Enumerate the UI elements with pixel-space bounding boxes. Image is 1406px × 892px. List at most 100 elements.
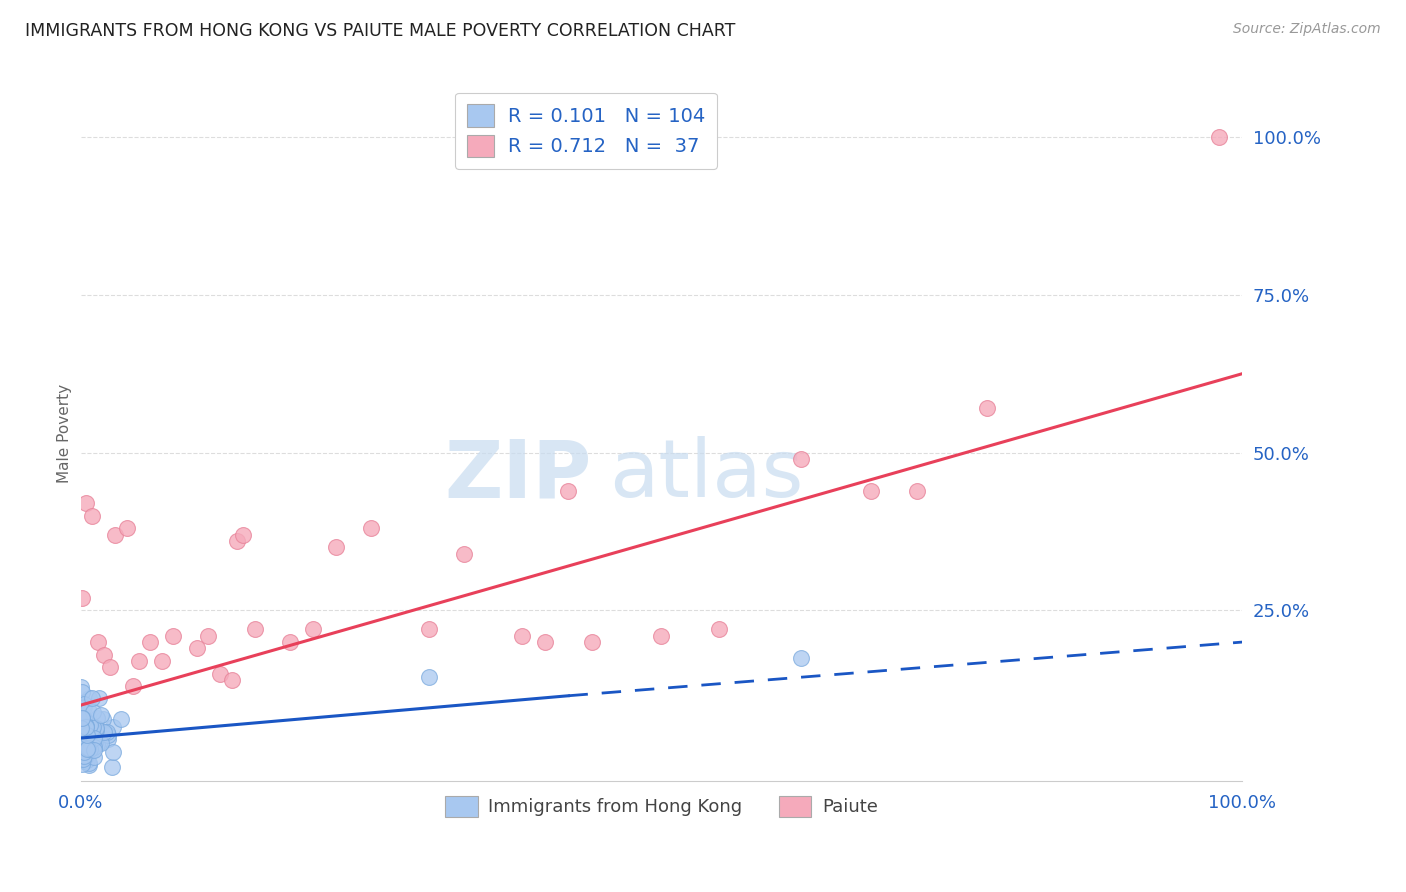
Point bbox=[70, 711, 93, 725]
Point bbox=[77, 742, 100, 756]
Point bbox=[70, 747, 93, 761]
Point bbox=[83, 734, 105, 748]
Point bbox=[76, 728, 98, 742]
Point bbox=[76, 715, 98, 730]
Point bbox=[110, 712, 132, 726]
Point bbox=[79, 742, 101, 756]
Point bbox=[70, 698, 93, 713]
Point bbox=[89, 736, 111, 750]
Point bbox=[790, 452, 813, 467]
Point bbox=[90, 736, 112, 750]
Point bbox=[83, 737, 105, 751]
Point bbox=[93, 648, 115, 662]
Point bbox=[76, 753, 98, 767]
Point bbox=[87, 635, 110, 649]
Point bbox=[82, 725, 104, 739]
Point bbox=[70, 591, 93, 605]
Point bbox=[128, 654, 150, 668]
Point bbox=[325, 541, 347, 555]
Point bbox=[101, 760, 124, 774]
Point bbox=[72, 723, 94, 737]
Point bbox=[557, 483, 579, 498]
Point bbox=[72, 733, 94, 747]
Point bbox=[98, 660, 121, 674]
Point bbox=[69, 716, 91, 731]
Point bbox=[70, 722, 93, 736]
Point bbox=[84, 721, 107, 735]
Point bbox=[70, 740, 93, 755]
Point bbox=[73, 749, 96, 764]
Point bbox=[302, 623, 325, 637]
Point bbox=[76, 702, 98, 716]
Point bbox=[73, 725, 96, 739]
Point bbox=[208, 666, 231, 681]
Point bbox=[79, 744, 101, 758]
Point bbox=[73, 731, 96, 745]
Point bbox=[86, 737, 108, 751]
Point bbox=[84, 727, 107, 741]
Point bbox=[72, 685, 94, 699]
Point bbox=[72, 717, 94, 731]
Point bbox=[91, 712, 114, 726]
Point bbox=[72, 717, 94, 731]
Point bbox=[82, 705, 104, 719]
Point bbox=[709, 623, 731, 637]
Point bbox=[70, 722, 93, 736]
Text: Source: ZipAtlas.com: Source: ZipAtlas.com bbox=[1233, 22, 1381, 37]
Point bbox=[82, 690, 104, 705]
Point bbox=[83, 743, 105, 757]
Point bbox=[418, 623, 440, 637]
Point bbox=[76, 742, 98, 756]
Point bbox=[70, 723, 93, 738]
Point bbox=[790, 651, 813, 665]
Point bbox=[115, 521, 138, 535]
Point bbox=[70, 757, 93, 772]
Point bbox=[77, 756, 100, 770]
Point bbox=[186, 641, 208, 656]
Point bbox=[70, 711, 93, 725]
Text: IMMIGRANTS FROM HONG KONG VS PAIUTE MALE POVERTY CORRELATION CHART: IMMIGRANTS FROM HONG KONG VS PAIUTE MALE… bbox=[25, 22, 735, 40]
Point bbox=[70, 723, 93, 737]
Point bbox=[73, 700, 96, 714]
Point bbox=[79, 717, 101, 731]
Point bbox=[82, 720, 104, 734]
Point bbox=[1208, 129, 1230, 144]
Point bbox=[72, 712, 94, 726]
Point bbox=[75, 719, 97, 733]
Point bbox=[76, 732, 98, 747]
Point bbox=[72, 732, 94, 747]
Point bbox=[73, 721, 96, 735]
Point bbox=[83, 731, 105, 746]
Point bbox=[73, 725, 96, 739]
Point bbox=[76, 748, 98, 763]
Point bbox=[77, 690, 100, 705]
Point bbox=[73, 712, 96, 726]
Point bbox=[197, 629, 219, 643]
Point bbox=[69, 722, 91, 736]
Point bbox=[418, 670, 440, 684]
Point bbox=[72, 752, 94, 766]
Point bbox=[75, 721, 97, 735]
Point bbox=[77, 758, 100, 772]
Point bbox=[70, 714, 93, 729]
Point bbox=[93, 725, 115, 739]
Point bbox=[101, 745, 124, 759]
Point bbox=[581, 635, 603, 649]
Point bbox=[75, 734, 97, 748]
Point bbox=[70, 720, 93, 734]
Point bbox=[70, 731, 93, 745]
Point bbox=[87, 691, 110, 706]
Point bbox=[104, 527, 127, 541]
Point bbox=[97, 728, 120, 742]
Point bbox=[75, 754, 97, 768]
Point bbox=[84, 723, 107, 738]
Point bbox=[83, 739, 105, 754]
Point bbox=[72, 708, 94, 723]
Point bbox=[73, 745, 96, 759]
Point bbox=[226, 534, 249, 549]
Point bbox=[82, 508, 104, 523]
Text: ZIP: ZIP bbox=[444, 436, 592, 515]
Point bbox=[97, 732, 120, 747]
Point bbox=[69, 705, 91, 719]
Point bbox=[278, 635, 301, 649]
